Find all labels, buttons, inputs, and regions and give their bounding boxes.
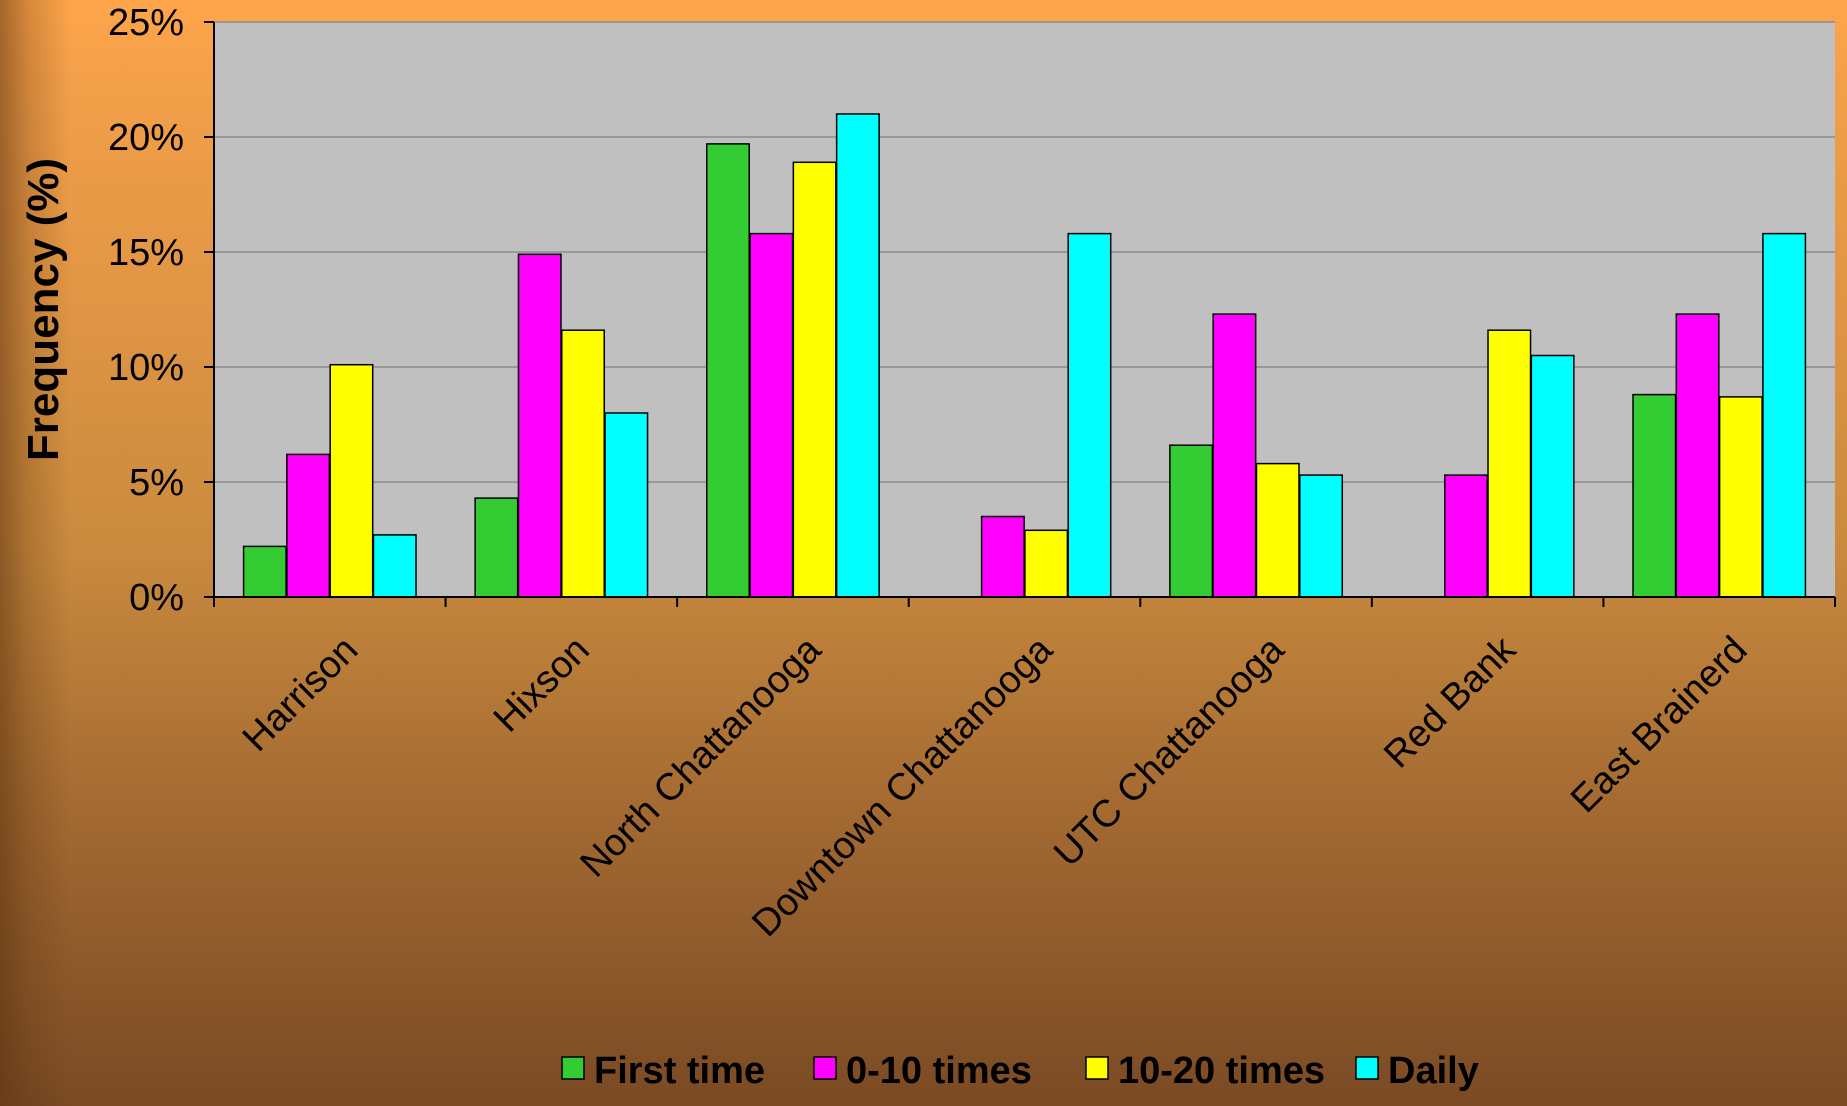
bar [372, 534, 417, 598]
y-tick-label: 20% [108, 117, 184, 159]
legend-label: Daily [1388, 1050, 1479, 1092]
bar [329, 363, 374, 598]
bar [835, 113, 880, 598]
bar [604, 412, 649, 598]
bar [1024, 529, 1069, 598]
bar [749, 232, 794, 598]
bar [1675, 313, 1720, 598]
x-category-label: Harrison [235, 629, 366, 760]
bar [1762, 232, 1807, 598]
y-tick-label: 15% [108, 232, 184, 274]
legend-label: 10-20 times [1118, 1050, 1325, 1092]
bar [1169, 444, 1214, 598]
x-category-label: Red Bank [1376, 628, 1524, 776]
y-tick-label: 5% [129, 462, 184, 504]
x-category-label: UTC Chattanooga [1046, 628, 1293, 875]
plot-area [214, 22, 1835, 597]
x-category-label: North Chattanooga [573, 628, 830, 885]
bar [1487, 329, 1532, 598]
y-tick-labels: 0% 5% 10% 15% 20% 25% [108, 2, 184, 619]
y-axis-label: Frequency (%) [19, 158, 68, 461]
y-tick-label: 10% [108, 347, 184, 389]
bars [242, 113, 1807, 598]
x-category-label: East Brainerd [1563, 629, 1755, 821]
bar [1067, 232, 1112, 598]
bar [474, 497, 519, 598]
legend-swatch [1355, 1056, 1379, 1080]
gridlines [204, 21, 1835, 598]
legend-swatch [813, 1056, 837, 1080]
y-tick-label: 25% [108, 2, 184, 44]
x-category-label: Hixson [486, 629, 598, 741]
axes [213, 22, 1836, 607]
y-tick-label: 0% [129, 577, 184, 619]
bar [561, 329, 606, 598]
bar [1212, 313, 1257, 598]
legend-label: First time [594, 1050, 765, 1092]
bar [792, 161, 837, 598]
bar [1632, 393, 1677, 598]
legend-swatch [1085, 1056, 1109, 1080]
legend: First time 0-10 times 10-20 times Daily [561, 1050, 1479, 1092]
bar [1299, 474, 1344, 598]
bar [1530, 354, 1575, 598]
bar [705, 143, 750, 598]
legend-swatch [561, 1056, 585, 1080]
bar [517, 253, 562, 598]
bar [1718, 396, 1763, 598]
bar [1255, 462, 1300, 598]
bar [286, 453, 331, 598]
bar [242, 545, 287, 598]
bar [1443, 474, 1488, 598]
slide-edge-shade [0, 0, 70, 1106]
legend-label: 0-10 times [846, 1050, 1032, 1092]
bar [980, 515, 1025, 598]
